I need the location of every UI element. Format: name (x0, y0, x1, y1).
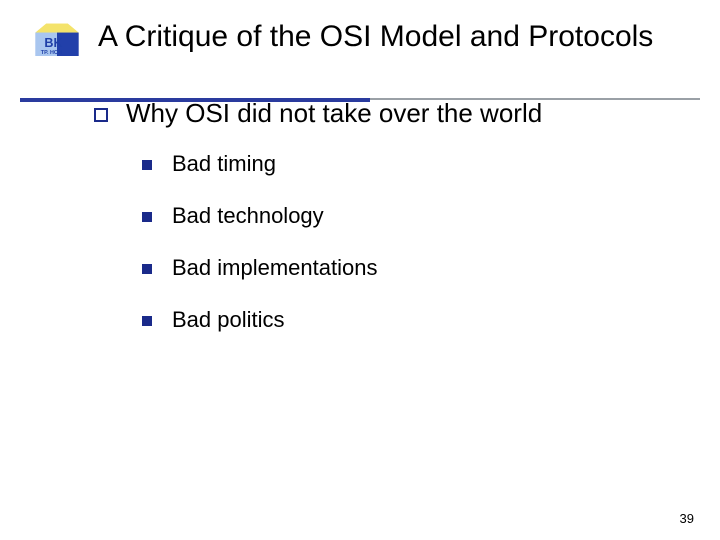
filled-square-bullet (142, 264, 152, 274)
heading-row: Why OSI did not take over the world (94, 98, 690, 129)
logo-text-top: BK (44, 36, 62, 50)
bullet-list: Bad timing Bad technology Bad implementa… (94, 151, 690, 333)
logo-text-bottom: TP. HCM (41, 50, 63, 56)
bullet-text: Bad timing (172, 151, 276, 177)
bk-logo: BK TP. HCM (30, 20, 84, 74)
bullet-text: Bad politics (172, 307, 285, 333)
heading-text: Why OSI did not take over the world (126, 98, 542, 129)
bullet-text: Bad technology (172, 203, 324, 229)
list-item: Bad timing (142, 151, 690, 177)
underline-blue (20, 98, 370, 102)
slide: BK TP. HCM A Critique of the OSI Model a… (0, 0, 720, 540)
outline-square-bullet (94, 108, 108, 122)
page-number: 39 (680, 511, 694, 526)
list-item: Bad technology (142, 203, 690, 229)
filled-square-bullet (142, 160, 152, 170)
slide-body: Why OSI did not take over the world Bad … (30, 98, 690, 333)
bullet-text: Bad implementations (172, 255, 377, 281)
list-item: Bad implementations (142, 255, 690, 281)
list-item: Bad politics (142, 307, 690, 333)
slide-title: A Critique of the OSI Model and Protocol… (98, 18, 653, 56)
filled-square-bullet (142, 316, 152, 326)
filled-square-bullet (142, 212, 152, 222)
header: BK TP. HCM A Critique of the OSI Model a… (30, 18, 690, 74)
